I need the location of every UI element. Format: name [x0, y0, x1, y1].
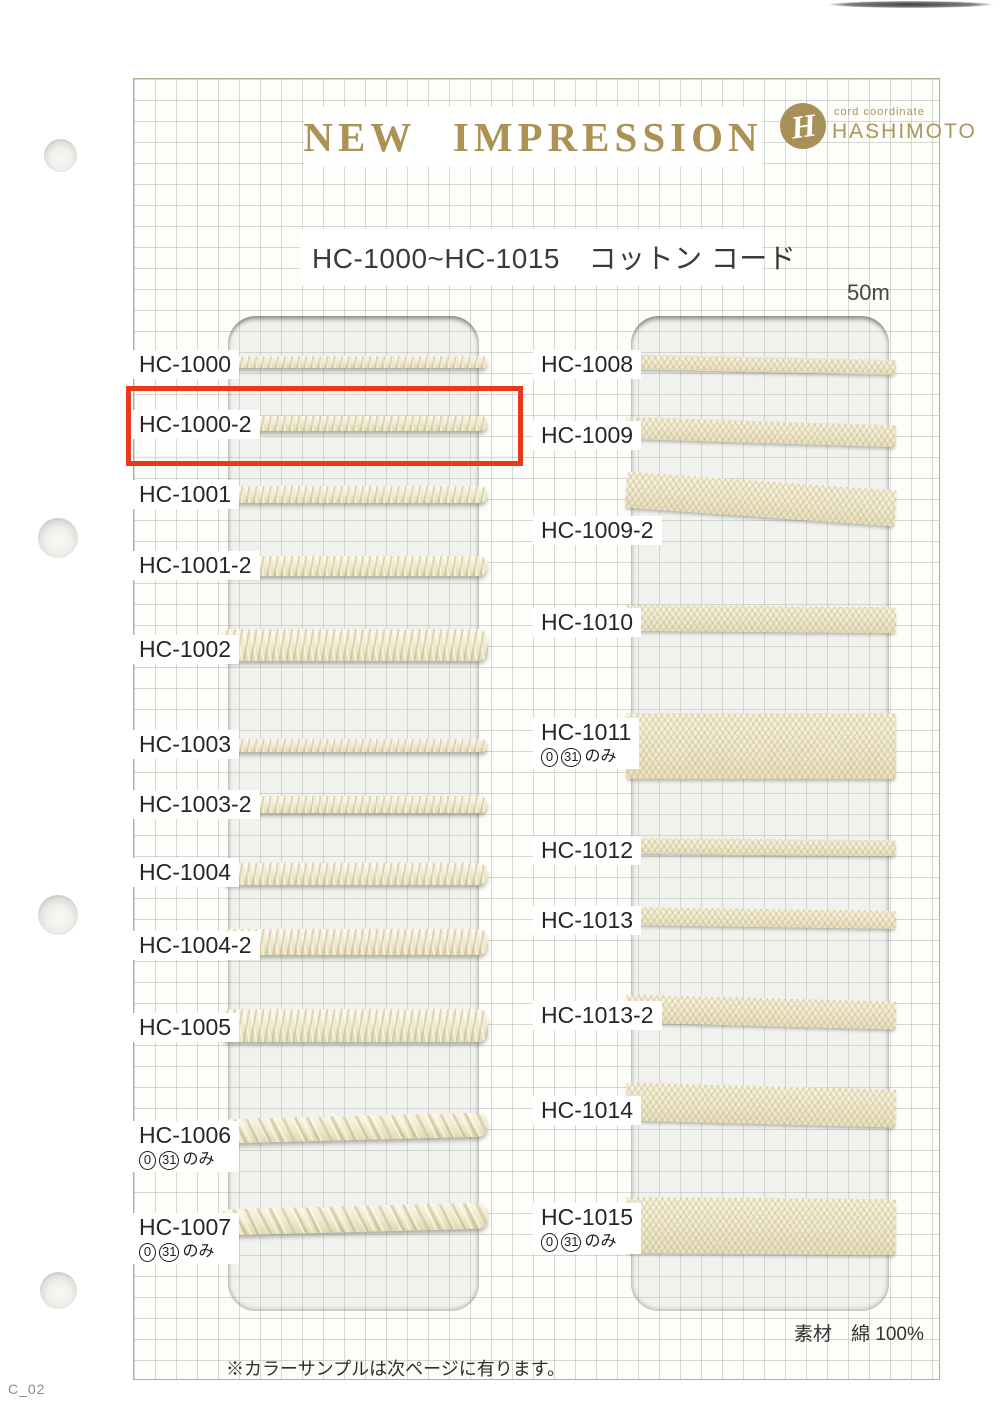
- page-title: NEW IMPRESSION: [303, 114, 763, 160]
- punch-hole: [38, 518, 78, 558]
- color-note: 0 31 のみ: [541, 748, 631, 768]
- highlight-box-hc-1000-2[interactable]: [126, 386, 523, 466]
- logo-monogram-icon: H: [780, 103, 826, 149]
- color-note: 0 31 のみ: [541, 1233, 633, 1253]
- sample-label-hc-1007: HC-1007 0 31 のみ: [131, 1213, 240, 1265]
- punch-hole: [44, 139, 77, 172]
- page-code: C_02: [8, 1381, 46, 1397]
- cord-sample-hc-1011: [626, 713, 896, 779]
- color-note: 0 31 のみ: [139, 1243, 231, 1263]
- color-note: 0 31 のみ: [139, 1151, 231, 1171]
- cord-sample-hc-1012: [625, 837, 897, 857]
- sample-label-hc-1006: HC-1006 0 31 のみ: [131, 1121, 240, 1173]
- scan-shadow-artifact: [828, 1, 993, 8]
- cord-sample-hc-1001-2: [220, 556, 488, 576]
- material-label: 素材 綿 100%: [794, 1324, 924, 1345]
- logo-company-name: HASHIMOTO: [832, 120, 977, 143]
- color-sample-footnote: ※カラーサンプルは次ページに有ります。: [226, 1359, 565, 1379]
- page-title-box: NEW IMPRESSION: [303, 107, 763, 167]
- sample-label-hc-1002: HC-1002: [131, 635, 240, 665]
- sample-label-hc-1013-2: HC-1013-2: [533, 1001, 662, 1031]
- roll-length-label: 50m: [847, 280, 890, 305]
- sample-label-hc-1003-2: HC-1003-2: [131, 790, 260, 820]
- sample-label-hc-1000-2: HC-1000-2: [131, 410, 260, 440]
- sample-label-hc-1013: HC-1013: [533, 906, 642, 936]
- cord-sample-hc-1003-2: [220, 796, 488, 813]
- sample-panel-right: [631, 316, 889, 1311]
- sample-label-hc-1000: HC-1000: [131, 350, 240, 380]
- sample-label-hc-1014: HC-1014: [533, 1096, 642, 1126]
- cord-sample-hc-1000: [220, 356, 488, 368]
- sample-panel-left: [228, 316, 479, 1311]
- punch-hole: [38, 895, 78, 935]
- sample-label-hc-1008: HC-1008: [533, 350, 642, 380]
- sample-label-hc-1015: HC-1015 0 31 のみ: [533, 1203, 642, 1255]
- sample-label-hc-1004: HC-1004: [131, 858, 240, 888]
- cord-sample-hc-1001: [220, 486, 488, 503]
- sample-label-hc-1004-2: HC-1004-2: [131, 931, 260, 961]
- sample-label-hc-1009: HC-1009: [533, 421, 642, 451]
- sample-label-hc-1005: HC-1005: [131, 1013, 240, 1043]
- cord-sample-hc-1015: [625, 1196, 897, 1256]
- cord-sample-hc-1002: [220, 629, 488, 661]
- cord-sample-hc-1010: [625, 604, 897, 634]
- sample-label-hc-1009-2: HC-1009-2: [533, 516, 662, 546]
- hashimoto-logo: H cord coordinate HASHIMOTO: [780, 99, 1000, 159]
- cord-sample-hc-1005: [220, 1009, 488, 1042]
- cord-sample-hc-1000-2: [220, 416, 488, 431]
- product-range-box: HC-1000~HC-1015 コットン コード: [300, 229, 796, 285]
- sample-label-hc-1003: HC-1003: [131, 730, 240, 760]
- sample-label-hc-1012: HC-1012: [533, 836, 642, 866]
- product-range-title: HC-1000~HC-1015 コットン コード: [312, 243, 797, 274]
- sample-card-page: NEW IMPRESSION H cord coordinate HASHIMO…: [126, 78, 975, 1380]
- sample-label-hc-1011: HC-1011 0 31 のみ: [533, 718, 640, 770]
- cord-sample-hc-1014: [625, 1082, 897, 1128]
- cord-sample-hc-1004-2: [220, 929, 488, 955]
- sample-label-hc-1010: HC-1010: [533, 608, 642, 638]
- sample-label-hc-1001: HC-1001: [131, 480, 240, 510]
- logo-tagline: cord coordinate: [834, 106, 925, 118]
- cord-sample-hc-1003: [220, 739, 488, 752]
- cord-sample-hc-1013: [625, 907, 897, 929]
- punch-hole: [40, 1272, 77, 1309]
- cord-sample-hc-1004: [220, 863, 488, 885]
- sample-label-hc-1001-2: HC-1001-2: [131, 551, 260, 581]
